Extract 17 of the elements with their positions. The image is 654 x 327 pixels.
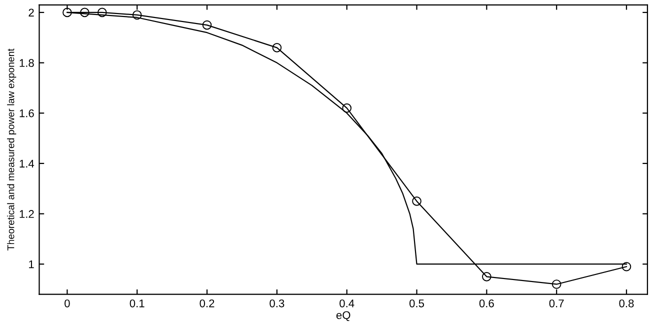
x-tick-label: 0.5 bbox=[409, 299, 424, 308]
x-axis-title: eQ bbox=[336, 311, 350, 322]
x-tick-label: 0.7 bbox=[549, 299, 564, 308]
x-tick-label: 0 bbox=[64, 299, 70, 308]
y-axis-title: Theoretical and measured power law exponent bbox=[7, 48, 16, 250]
y-tick-label: 1.4 bbox=[20, 160, 34, 168]
x-tick-label: 0.6 bbox=[479, 299, 494, 308]
y-tick-label: 1.2 bbox=[20, 210, 34, 218]
x-tick-label: 0.2 bbox=[200, 299, 214, 308]
y-tick-label: 1 bbox=[29, 260, 34, 268]
x-tick-label: 0.1 bbox=[130, 299, 144, 308]
x-tick-label: 0.3 bbox=[270, 299, 284, 308]
y-tick-label: 1.6 bbox=[20, 109, 34, 118]
x-tick-label: 0.4 bbox=[340, 299, 354, 308]
y-tick-label: 1.8 bbox=[20, 59, 34, 67]
x-tick-label: 0.8 bbox=[619, 299, 634, 308]
y-tick-label: 2 bbox=[28, 8, 34, 16]
